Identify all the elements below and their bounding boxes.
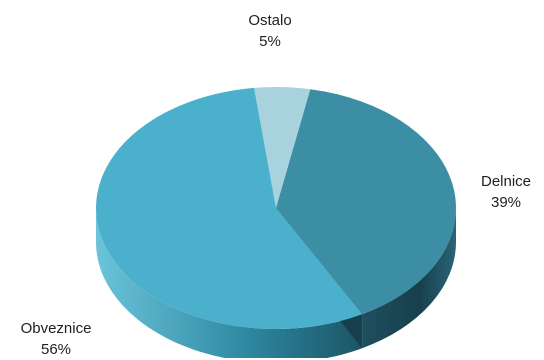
slice-value-ostalo: 5% [259, 33, 281, 50]
slice-value-delnice: 39% [490, 194, 522, 211]
pie-side-obveznice [96, 208, 363, 358]
slice-name-ostalo: Ostalo [248, 12, 292, 29]
slice-name-delnice: Delnice [480, 173, 532, 190]
pie-tops [95, 87, 456, 330]
pie-slice-ostalo [254, 87, 311, 208]
slice-label-obveznice: Obveznice 56% [6, 318, 106, 360]
pie-slice-obveznice [95, 87, 363, 330]
slice-label-delnice: Delnice 39% [468, 171, 544, 213]
pie-side-delnice [362, 208, 456, 349]
slice-label-ostalo: Ostalo 5% [230, 10, 310, 52]
slice-name-obveznice: Obveznice [20, 320, 92, 337]
pie-slice-delnice [276, 89, 456, 315]
slice-value-obveznice: 56% [40, 341, 72, 358]
